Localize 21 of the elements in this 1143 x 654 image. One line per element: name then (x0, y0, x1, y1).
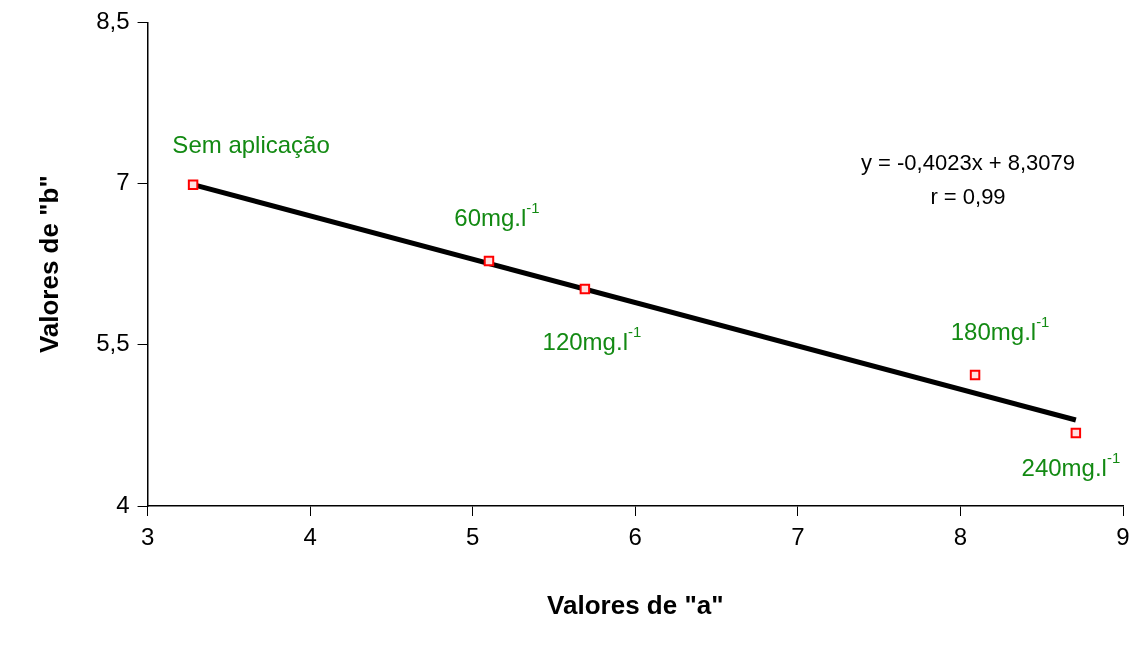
point (1070, 427, 1082, 439)
x-tick-label: 3 (140, 523, 155, 551)
y-tick-label: 4 (116, 490, 130, 518)
annotation: r = 0,99 (930, 184, 1006, 210)
y-tick-label: 8,5 (96, 7, 130, 35)
y-tick-label: 7 (116, 168, 130, 196)
point (483, 255, 495, 267)
x-tick-label: 9 (1116, 523, 1130, 551)
point (579, 283, 591, 295)
x-tick-label: 7 (791, 523, 805, 551)
y-axis-title: Valores de "b" (33, 175, 64, 354)
x-axis-title: Valores de "a" (547, 589, 724, 620)
x-tick-label: 6 (628, 523, 642, 551)
annotation: y = -0,4023x + 8,3079 (860, 150, 1076, 176)
x-tick-label: 4 (303, 523, 317, 551)
x-tick-label: 8 (953, 523, 968, 551)
x-tick-label: 5 (466, 523, 480, 551)
annotation: Sem aplicação (172, 131, 330, 159)
point (969, 369, 981, 381)
y-tick-label: 5,5 (96, 329, 130, 357)
point (187, 179, 199, 190)
